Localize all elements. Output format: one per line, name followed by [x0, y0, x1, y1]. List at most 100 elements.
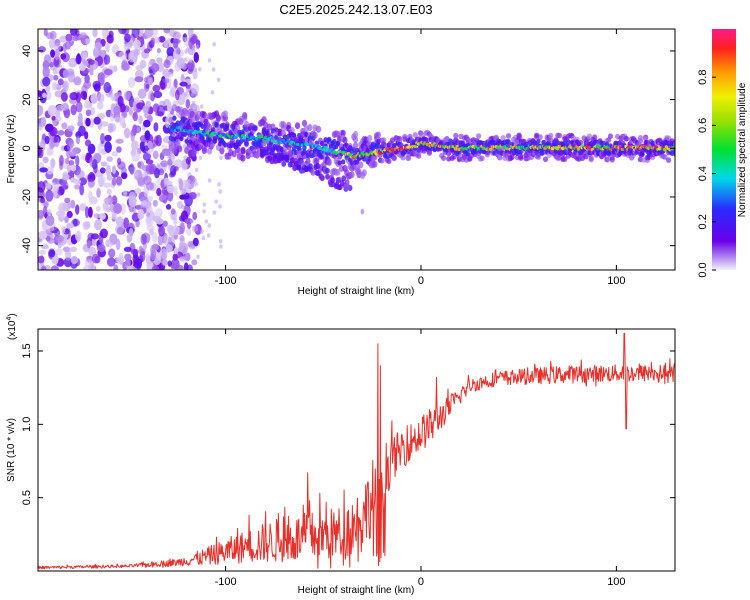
noise-blob — [79, 183, 85, 196]
ridge-band — [302, 145, 307, 151]
noise-blob — [100, 132, 105, 145]
ridge-halo — [235, 146, 241, 154]
noise-blob — [198, 67, 202, 72]
ridge-halo — [537, 134, 543, 140]
ridge-halo — [637, 135, 644, 141]
noise-blob — [48, 249, 56, 258]
ridge-halo — [416, 153, 422, 159]
ridge-band — [214, 121, 219, 127]
noise-blob — [186, 264, 193, 270]
colorbar-ticks: 0.0 0.2 0.4 0.6 0.8 — [697, 70, 716, 278]
noise-blob — [113, 203, 122, 214]
ridge-halo — [425, 137, 431, 144]
noise-blob — [61, 122, 68, 130]
ridge-halo — [219, 147, 225, 155]
noise-blob — [133, 39, 141, 49]
noise-blob — [45, 214, 55, 227]
noise-blob — [69, 246, 78, 253]
noise-blob — [201, 235, 206, 241]
ridge-halo — [303, 136, 309, 144]
ridge-halo — [349, 171, 355, 179]
tail-blob — [269, 149, 274, 156]
noise-blob — [65, 249, 72, 261]
noise-blob — [183, 204, 191, 217]
ridge-core — [290, 140, 295, 144]
noise-blob — [179, 194, 187, 200]
noise-blob — [47, 209, 52, 217]
ridge-halo — [307, 124, 313, 131]
noise-blob — [75, 29, 80, 37]
noise-blob — [124, 253, 132, 261]
spectrogram-y-ticks: -40 -20 0 20 40 — [21, 45, 675, 254]
noise-blob — [137, 88, 147, 99]
noise-blob — [46, 225, 55, 232]
noise-blob — [78, 112, 83, 125]
noise-blob — [118, 51, 128, 61]
ridge-halo — [352, 136, 359, 143]
y-tick-label: 20 — [21, 93, 33, 105]
noise-blob — [133, 48, 139, 58]
noise-blob — [165, 204, 172, 210]
noise-blob — [42, 66, 50, 78]
noise-blob — [160, 160, 169, 168]
noise-blob — [67, 125, 75, 132]
noise-blob — [167, 102, 172, 112]
x-tick-label: 0 — [418, 576, 424, 588]
noise-blob — [79, 32, 87, 39]
noise-blob — [172, 31, 181, 40]
ridge-halo — [381, 137, 387, 143]
noise-blob — [139, 59, 147, 69]
noise-blob — [152, 84, 161, 92]
noise-blob — [75, 135, 80, 145]
noise-blob — [218, 189, 223, 194]
noise-blob — [121, 172, 128, 180]
ridge-halo — [592, 134, 598, 140]
noise-blob — [182, 188, 186, 193]
noise-blob — [163, 29, 171, 34]
noise-blob — [166, 46, 175, 57]
noise-blob — [181, 204, 185, 210]
snr-x-axis-label: Height of straight line (km) — [298, 585, 415, 596]
isolated-blob — [360, 208, 365, 215]
noise-blob — [111, 177, 117, 186]
noise-blob — [103, 81, 111, 94]
x-tick-label: 0 — [418, 275, 424, 287]
noise-blob — [207, 223, 212, 228]
noise-blob — [67, 143, 73, 152]
noise-blob — [115, 216, 124, 227]
noise-blob — [50, 49, 56, 58]
noise-blob — [116, 226, 124, 235]
noise-blob — [194, 182, 198, 187]
noise-blob — [107, 123, 114, 133]
noise-blob — [74, 184, 81, 190]
noise-blob — [91, 159, 98, 170]
spectrogram-heat-layer — [38, 29, 675, 270]
svg-text:(x104): (x104) — [6, 313, 18, 340]
noise-blob — [206, 233, 211, 238]
noise-blob — [151, 232, 158, 243]
noise-blob — [80, 90, 87, 100]
noise-blob — [50, 158, 56, 169]
tail-blob — [345, 184, 351, 190]
ridge-halo — [326, 159, 332, 166]
noise-blob — [93, 213, 100, 219]
ridge-halo — [270, 123, 276, 131]
tail-blob — [287, 161, 293, 168]
noise-blob — [105, 164, 111, 177]
ridge-band — [332, 138, 337, 145]
noise-blob — [158, 168, 164, 176]
noise-blob — [75, 169, 85, 179]
noise-blob — [68, 59, 77, 68]
noise-blob — [172, 38, 179, 49]
noise-blob — [70, 256, 79, 265]
noise-blob — [192, 104, 201, 113]
noise-blob — [123, 127, 131, 139]
noise-blob — [116, 146, 122, 153]
noise-blob — [189, 219, 194, 224]
noise-blob — [75, 54, 82, 65]
noise-blob — [128, 227, 134, 237]
noise-blob — [151, 63, 160, 73]
noise-blob — [115, 238, 121, 251]
noise-blob — [88, 190, 93, 201]
noise-blob — [61, 225, 66, 234]
